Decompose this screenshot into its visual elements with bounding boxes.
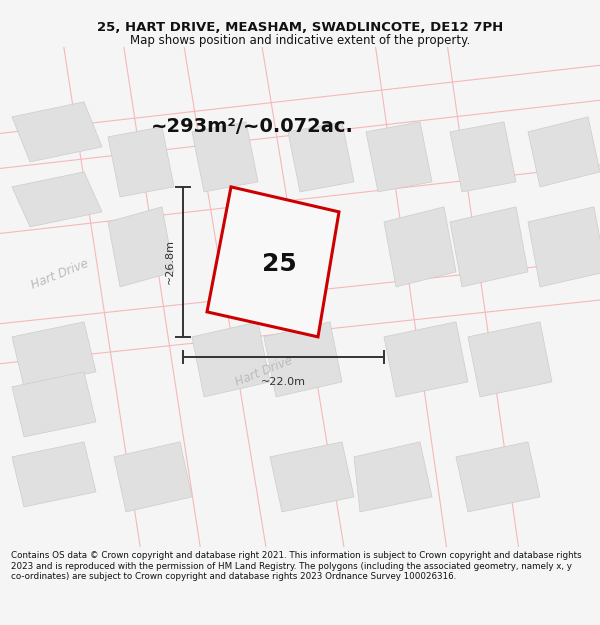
Text: Map shows position and indicative extent of the property.: Map shows position and indicative extent… [130, 34, 470, 48]
Polygon shape [207, 187, 339, 337]
Polygon shape [288, 122, 354, 192]
Text: ~22.0m: ~22.0m [261, 377, 306, 387]
Text: Hart Drive: Hart Drive [233, 354, 295, 389]
Polygon shape [366, 122, 432, 192]
Polygon shape [12, 442, 96, 507]
Polygon shape [456, 442, 540, 512]
Polygon shape [12, 372, 96, 437]
Text: ~293m²/~0.072ac.: ~293m²/~0.072ac. [151, 118, 353, 136]
Polygon shape [354, 442, 432, 512]
Polygon shape [384, 207, 456, 287]
Polygon shape [12, 172, 102, 227]
Polygon shape [450, 207, 528, 287]
Polygon shape [450, 122, 516, 192]
Text: Contains OS data © Crown copyright and database right 2021. This information is : Contains OS data © Crown copyright and d… [11, 551, 581, 581]
Polygon shape [270, 442, 354, 512]
Polygon shape [192, 122, 258, 192]
Text: ~26.8m: ~26.8m [165, 239, 175, 284]
Text: 25: 25 [262, 253, 296, 276]
Polygon shape [528, 117, 600, 187]
Polygon shape [468, 322, 552, 397]
Polygon shape [114, 442, 192, 512]
Polygon shape [12, 322, 96, 387]
Polygon shape [384, 322, 468, 397]
Polygon shape [528, 207, 600, 287]
Polygon shape [108, 207, 174, 287]
Text: Hart Drive: Hart Drive [29, 257, 91, 292]
Polygon shape [108, 127, 174, 197]
Polygon shape [192, 322, 270, 397]
Polygon shape [12, 102, 102, 162]
Polygon shape [264, 322, 342, 397]
Text: 25, HART DRIVE, MEASHAM, SWADLINCOTE, DE12 7PH: 25, HART DRIVE, MEASHAM, SWADLINCOTE, DE… [97, 21, 503, 34]
